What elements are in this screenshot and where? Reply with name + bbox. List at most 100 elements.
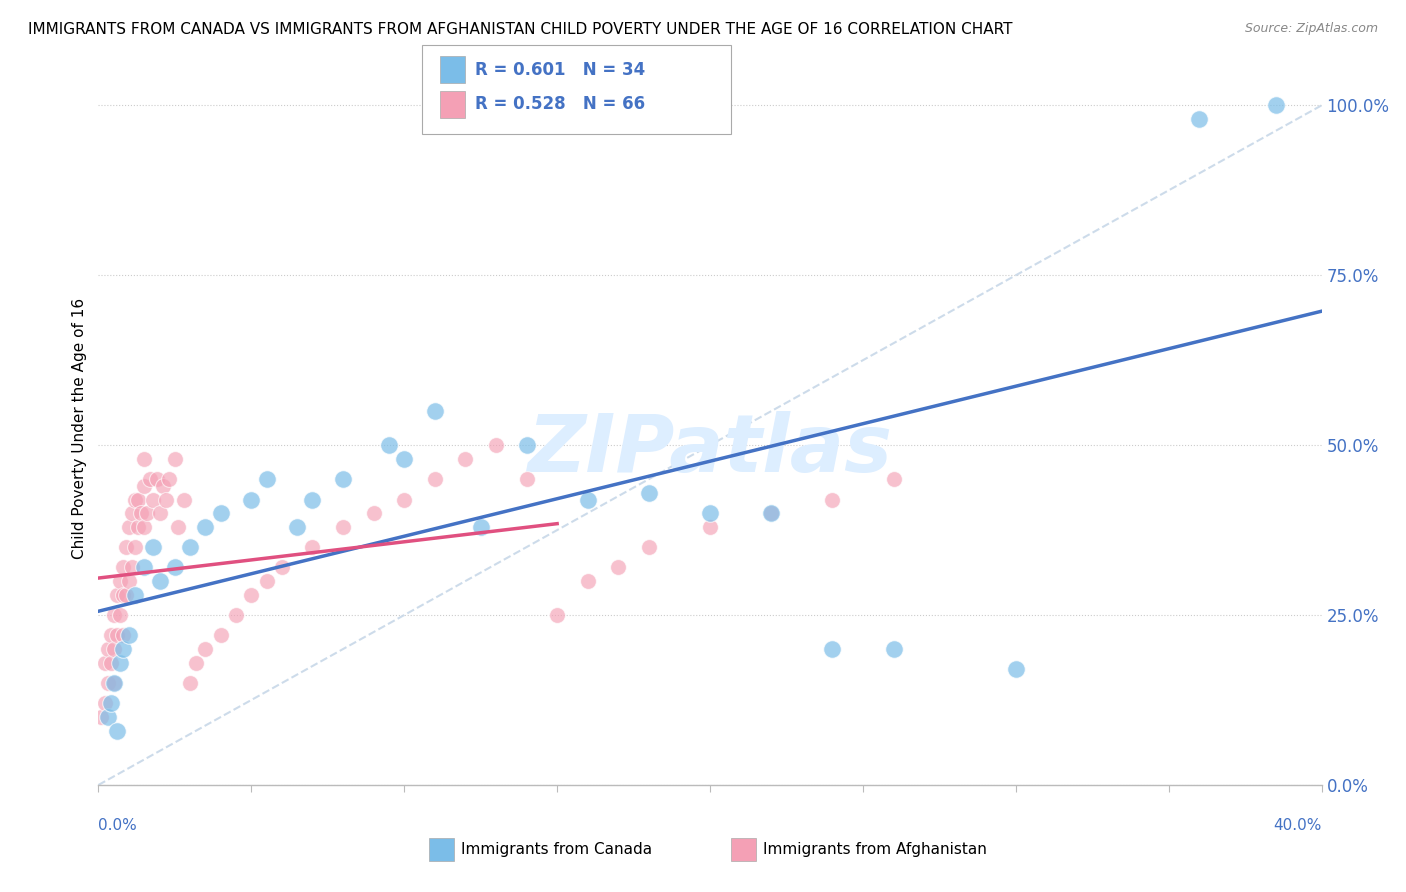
Point [111,628,134,642]
Point [103,676,125,690]
Point [301,540,323,554]
Point [136,506,159,520]
Point [256,574,278,588]
Text: 40.0%: 40.0% [1274,818,1322,832]
Point [194,519,217,533]
Point [103,676,125,690]
Point [108,574,131,588]
Point [270,560,294,574]
Point [149,506,172,520]
Text: R = 0.528   N = 66: R = 0.528 N = 66 [475,95,645,113]
Point [699,519,721,533]
Point [100,656,122,670]
Point [111,588,134,602]
Point [127,492,149,507]
Point [485,438,508,452]
Point [108,656,131,670]
Point [576,574,599,588]
Point [121,560,143,574]
Point [761,506,783,520]
Point [699,506,721,520]
Point [454,451,477,466]
Point [516,438,538,452]
Point [240,588,263,602]
Point [392,492,416,507]
Point [105,628,128,642]
Point [179,676,201,690]
Point [1004,662,1026,676]
Point [124,492,146,507]
Text: Immigrants from Afghanistan: Immigrants from Afghanistan [763,842,987,856]
Point [100,697,122,711]
Point [115,540,138,554]
Point [97,710,120,724]
Point [155,492,177,507]
Point [392,451,416,466]
Text: IMMIGRANTS FROM CANADA VS IMMIGRANTS FROM AFGHANISTAN CHILD POVERTY UNDER THE AG: IMMIGRANTS FROM CANADA VS IMMIGRANTS FRO… [28,22,1012,37]
Point [883,472,905,486]
Point [179,540,201,554]
Point [157,472,180,486]
Text: Source: ZipAtlas.com: Source: ZipAtlas.com [1244,22,1378,36]
Text: ZIPatlas: ZIPatlas [527,410,893,489]
Point [97,676,120,690]
Point [167,519,190,533]
Point [93,697,115,711]
Point [121,506,143,520]
Point [225,608,247,623]
Point [105,588,128,602]
Point [134,479,156,493]
Point [97,642,120,657]
Point [186,656,208,670]
Point [637,485,661,500]
Point [821,492,844,507]
Point [637,540,661,554]
Point [152,479,174,493]
Point [93,656,115,670]
Point [111,560,134,574]
Point [105,723,128,738]
Point [256,472,278,486]
Point [240,492,263,507]
Point [194,642,217,657]
Point [607,560,630,574]
Point [118,519,141,533]
Y-axis label: Child Poverty Under the Age of 16: Child Poverty Under the Age of 16 [72,298,87,558]
Point [761,506,783,520]
Point [118,628,141,642]
Point [145,472,167,486]
Point [378,438,401,452]
Point [332,472,354,486]
Point [108,608,131,623]
Point [124,588,146,602]
Point [163,560,186,574]
Point [546,608,568,623]
Point [363,506,385,520]
Point [127,519,149,533]
Point [124,540,146,554]
Point [1188,112,1211,126]
Point [301,492,323,507]
Point [332,519,354,533]
Point [470,519,492,533]
Point [139,472,162,486]
Point [209,628,232,642]
Point [883,642,905,657]
Point [90,710,112,724]
Point [1264,98,1286,112]
Point [516,472,538,486]
Point [134,451,156,466]
Point [163,451,186,466]
Text: 0.0%: 0.0% [98,818,138,832]
Point [118,574,141,588]
Point [423,404,446,418]
Point [149,574,172,588]
Point [134,560,156,574]
Point [209,506,232,520]
Point [821,642,844,657]
Text: R = 0.601   N = 34: R = 0.601 N = 34 [475,61,645,78]
Point [103,608,125,623]
Point [173,492,195,507]
Point [129,506,152,520]
Text: Immigrants from Canada: Immigrants from Canada [461,842,652,856]
